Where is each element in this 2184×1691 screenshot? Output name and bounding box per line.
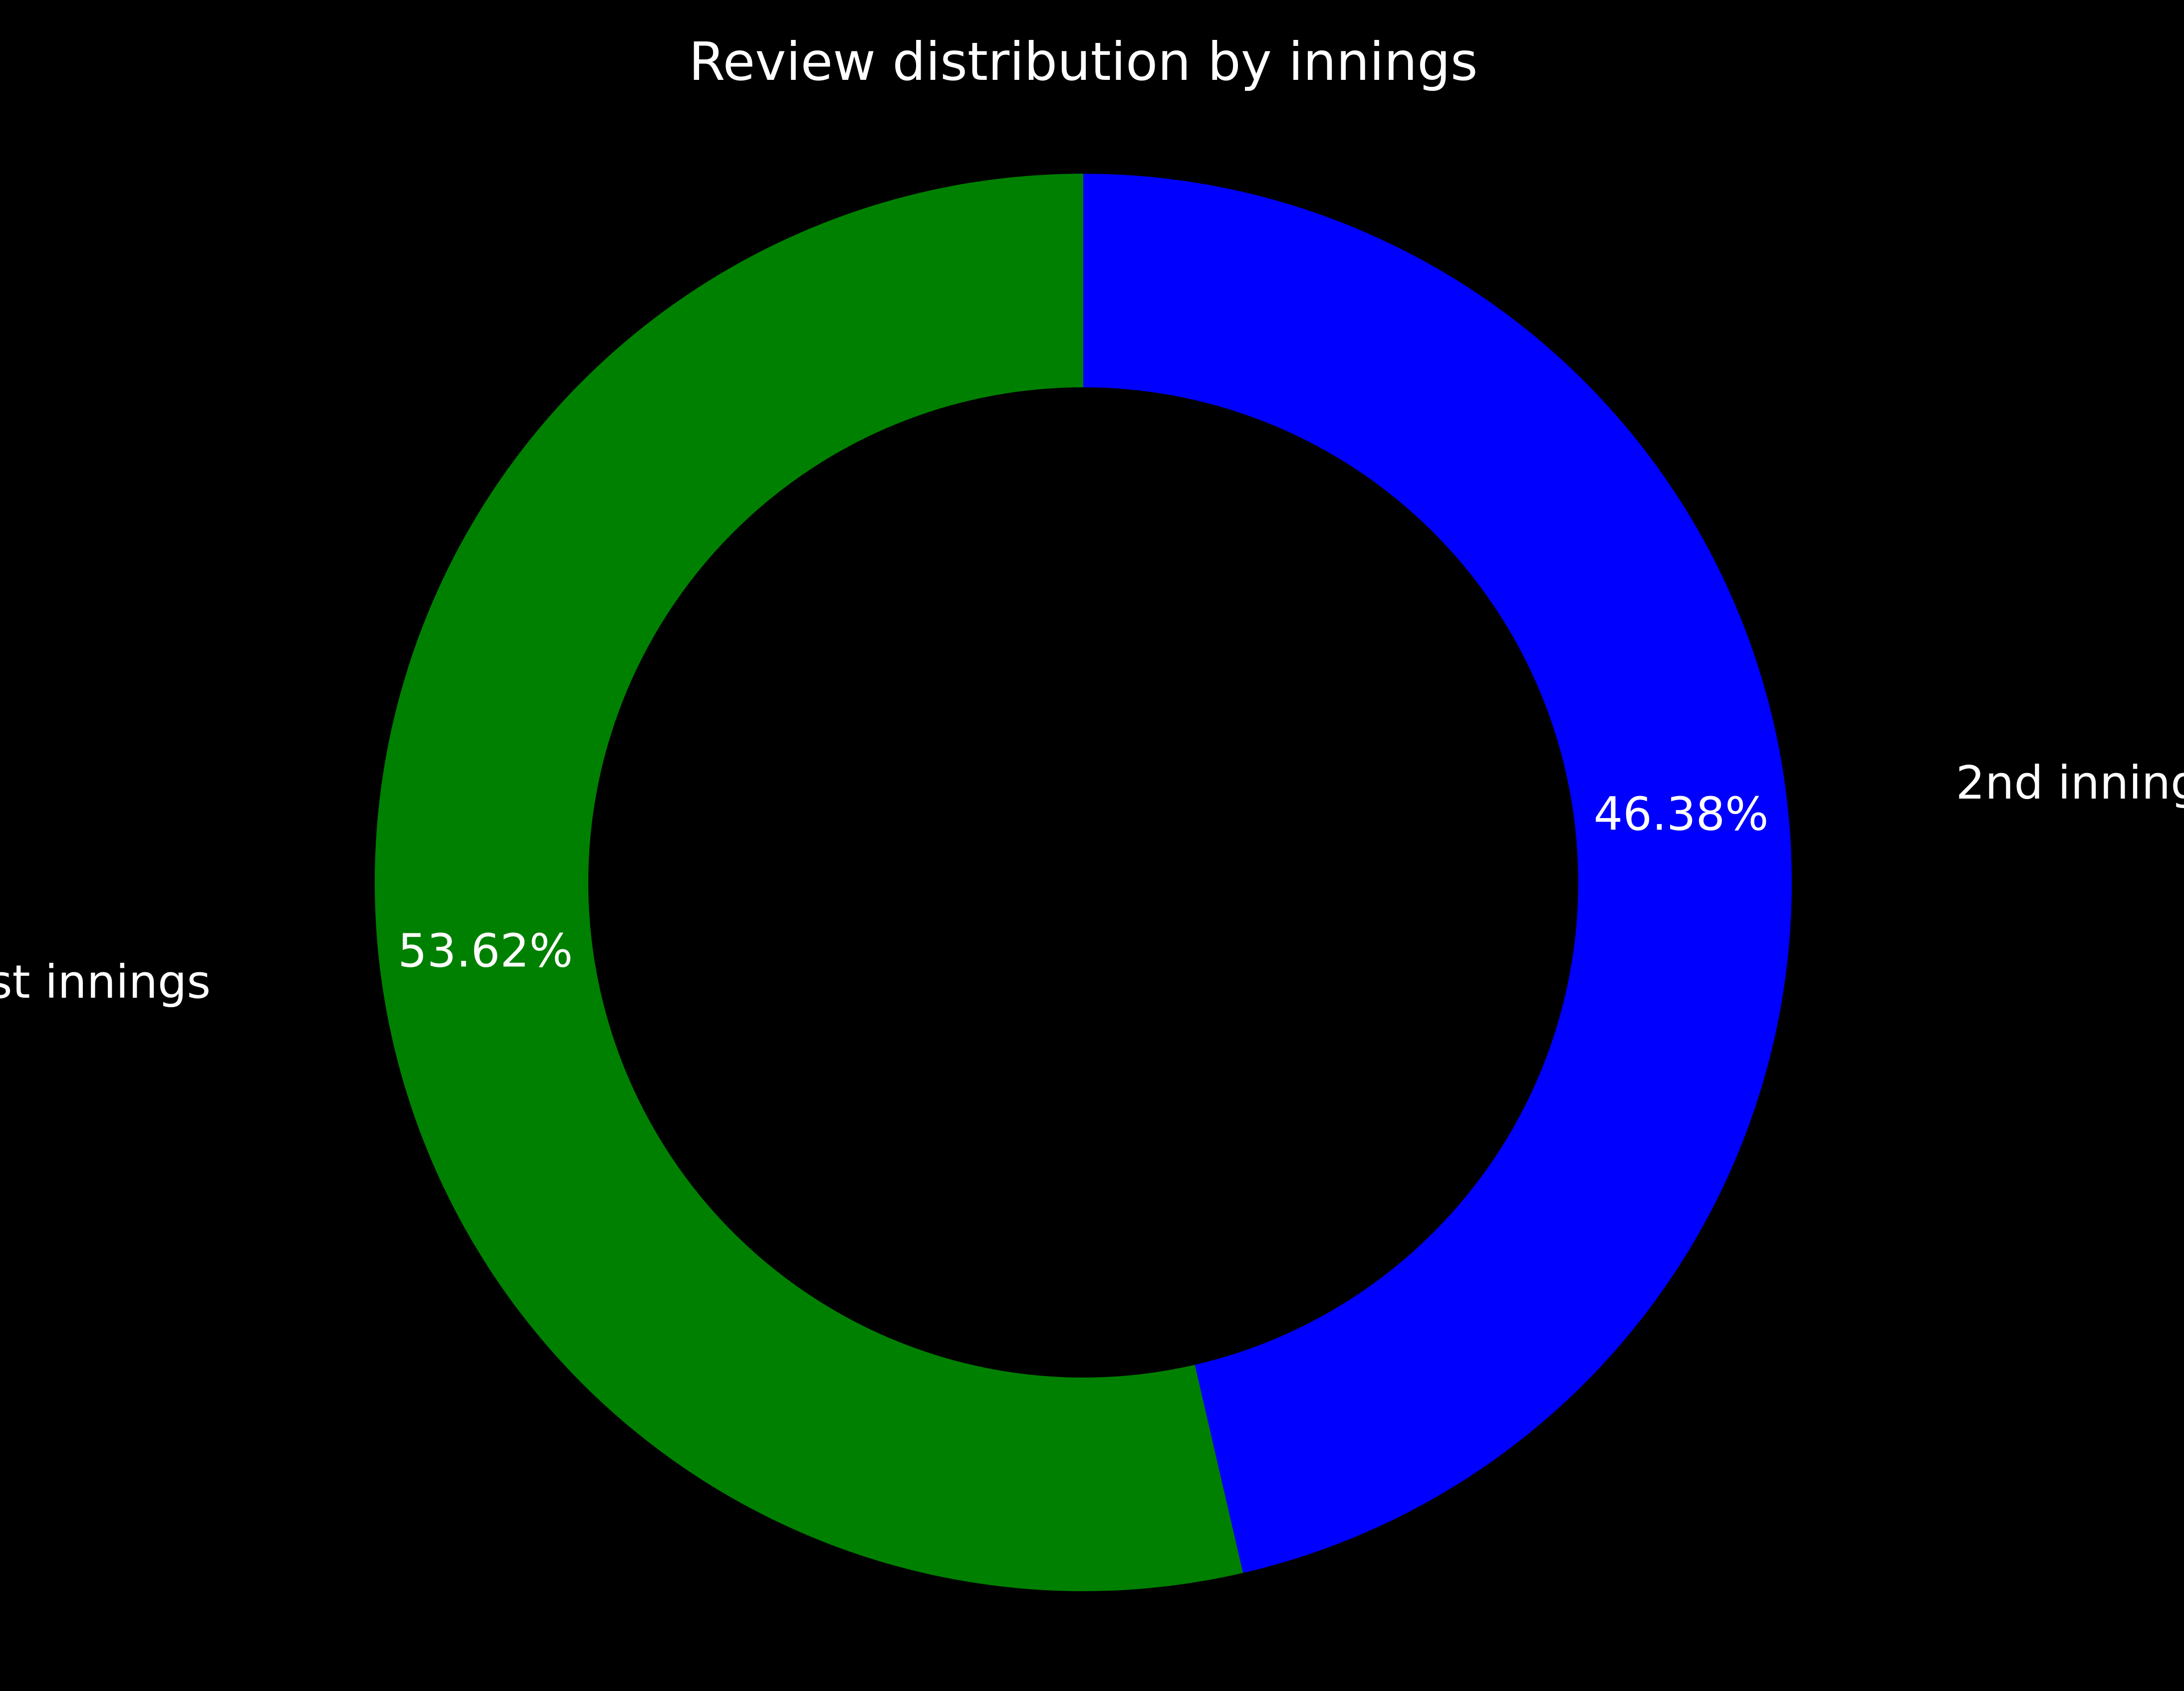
slice-category-label-2: 2nd innings (1956, 756, 2184, 810)
chart-title: Review distribution by innings (689, 31, 1477, 92)
slice-percent-label-1: 53.62% (398, 924, 573, 977)
slice-category-label-1: 1st innings (0, 955, 211, 1009)
donut-slices (374, 173, 1792, 1592)
donut-slice-2 (1083, 174, 1792, 1573)
slice-percent-label-2: 46.38% (1594, 788, 1769, 841)
donut-slice-1 (374, 173, 1243, 1592)
slice-labels: 53.62% 1st innings 46.38% 2nd innings (0, 756, 2184, 1009)
